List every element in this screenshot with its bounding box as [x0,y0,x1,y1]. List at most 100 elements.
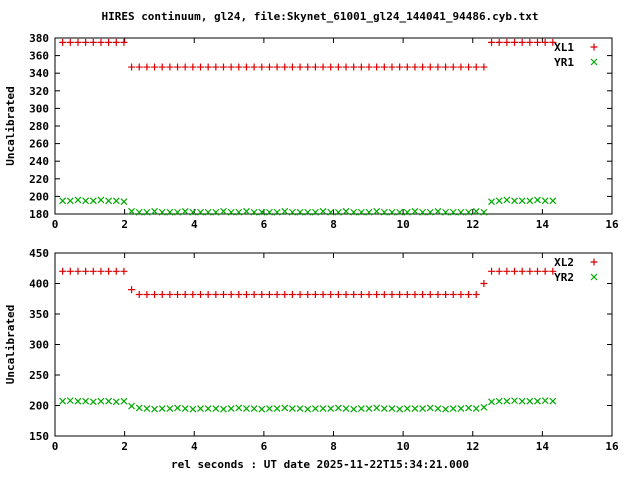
data-point [396,405,404,413]
data-point [327,290,335,298]
x-tick-label: 12 [466,440,479,453]
y-tick-label: 150 [29,430,49,443]
data-point [388,63,396,71]
y-tick-label: 220 [29,173,49,186]
data-point [212,405,220,412]
data-point [480,63,488,71]
y-tick-label: 400 [29,278,49,291]
y-tick-label: 240 [29,155,49,168]
data-point [457,405,465,412]
data-point [135,63,143,71]
x-tick-label: 12 [466,218,479,231]
data-point [590,273,598,281]
data-point [158,63,166,71]
data-point [120,198,128,206]
data-point [357,405,365,412]
y-tick-label: 450 [29,247,49,260]
data-point [250,290,258,298]
data-point [304,63,312,71]
series-YR1 [59,196,557,216]
data-point [197,405,204,412]
data-point [242,290,250,298]
data-point [434,63,442,71]
data-point [105,197,113,205]
data-point [365,405,373,412]
panel-1: 0 2 4 6 8 10 12 14 16 180 200 220 240 260 280 300 320 340… [4,32,619,231]
data-point [273,290,281,298]
data-point [342,405,350,412]
data-point [304,290,312,298]
data-point [365,290,373,298]
y-tick-label: 340 [29,67,49,80]
data-point [227,208,235,216]
data-point [304,208,312,216]
data-point [541,197,549,205]
data-point [465,208,472,216]
data-point [181,63,189,71]
data-point [357,63,365,71]
data-point [273,63,281,71]
data-point [59,38,67,46]
data-point [480,403,488,411]
data-point [296,290,304,298]
data-point [235,404,243,412]
data-point [465,63,473,71]
x-tick-label: 4 [191,440,198,453]
x-tick-label: 0 [52,218,59,231]
data-point [495,197,503,205]
data-point [549,267,557,275]
data-point [296,63,304,71]
data-point [442,208,450,216]
data-point [158,405,166,412]
data-point [250,208,258,216]
data-point [472,63,480,71]
data-point [204,290,212,298]
data-point [518,38,526,46]
data-point [197,63,205,71]
data-point [166,208,174,216]
data-point [334,290,342,298]
legend-label-YR1: YR1 [554,56,574,69]
data-point [388,208,396,216]
data-point [235,63,243,71]
data-point [258,290,266,298]
data-point [503,267,511,275]
data-point [59,397,67,405]
data-point [143,405,151,412]
data-point [373,404,381,412]
data-point [411,63,419,71]
data-point [212,208,220,216]
data-point [411,207,419,215]
data-point [66,197,74,205]
chart-title: HIRES continuum, gl24, file:Skynet_61001… [101,10,539,23]
data-point [189,208,197,216]
y-tick-label: 320 [29,85,49,98]
data-point [518,197,526,205]
x-tick-label: 4 [191,218,198,231]
data-point [128,286,136,294]
y-tick-label: 360 [29,50,49,63]
data-point [373,63,381,71]
data-point [488,398,495,406]
y-axis-label: Uncalibrated [4,86,17,165]
data-point [181,290,189,298]
y-tick-label: 300 [29,339,49,352]
x-tick-label: 6 [261,440,268,453]
data-point [495,267,503,275]
data-point [266,405,273,412]
data-point [288,63,296,71]
data-point [281,290,289,298]
data-point [534,196,541,204]
data-point [97,196,105,204]
data-point [227,405,235,412]
data-point [258,63,266,71]
data-point [151,290,159,298]
data-point [189,290,197,298]
data-point [105,267,113,275]
legend-label-YR2: YR2 [554,271,574,284]
data-point [442,405,450,413]
legend-label-XL2: XL2 [554,256,574,269]
data-point [197,290,205,298]
y-tick-label: 300 [29,102,49,115]
data-point [135,208,143,216]
